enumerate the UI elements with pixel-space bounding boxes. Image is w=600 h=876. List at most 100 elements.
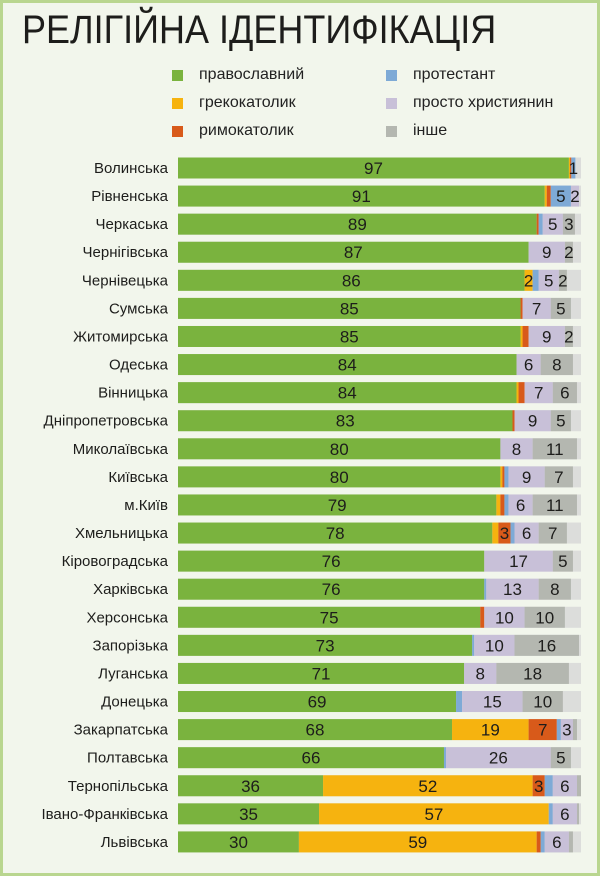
data-label: 80	[330, 468, 349, 487]
legend-item: римокатолик	[172, 122, 294, 140]
bar-segment-4	[474, 634, 515, 656]
bar-segment-0	[178, 691, 457, 713]
bar-segment-4	[464, 662, 497, 684]
data-label: 5	[558, 552, 567, 571]
bar-segment-3	[544, 775, 553, 797]
bar-segment-5	[524, 606, 565, 628]
chart-title: РЕЛІГІЙНА ІДЕНТИФІКАЦІЯ	[22, 8, 497, 52]
bar-segment-5	[544, 466, 573, 488]
bar-segment-3	[538, 213, 543, 235]
bar-segment-0	[178, 634, 473, 656]
bar-segment-4	[552, 803, 577, 825]
data-label: 89	[348, 215, 367, 234]
bar-segment-5	[496, 662, 569, 684]
bar-segment-0	[178, 325, 521, 347]
bar-segment-3	[532, 269, 539, 291]
category-label: Хмельницька	[75, 525, 169, 542]
bar-segment-4	[528, 241, 565, 263]
legend-item: просто християнин	[386, 94, 553, 112]
data-label: 1	[569, 159, 578, 178]
bar-segment-0	[178, 606, 481, 628]
category-label: Черкаська	[96, 216, 169, 233]
bar-segment-2	[532, 775, 545, 797]
category-label: Вінницька	[98, 385, 169, 402]
bar-segment-5	[540, 354, 573, 376]
bar-segment-4	[560, 719, 573, 741]
data-label: 5	[556, 749, 565, 768]
data-label: 18	[523, 664, 542, 683]
bar-segment-1	[568, 157, 571, 179]
bar-segment-5	[572, 719, 577, 741]
bar-segment-5	[514, 634, 579, 656]
category-label: Київська	[108, 469, 168, 486]
bar-segment-0	[178, 775, 324, 797]
bar-segment-1	[496, 494, 501, 516]
data-label: 17	[509, 552, 528, 571]
bar-segment-5	[522, 691, 563, 713]
bar-segment-1	[492, 522, 499, 544]
legend-swatch	[386, 125, 397, 137]
bar-segment-5	[576, 775, 581, 797]
legend-swatch	[172, 69, 183, 81]
legend-label: грекокатолик	[199, 94, 296, 111]
bar-segment-4	[522, 297, 551, 319]
category-label: Івано-Франківська	[41, 806, 168, 823]
data-label: 10	[485, 636, 504, 655]
bar-segment-5	[552, 550, 573, 572]
data-label: 91	[352, 187, 371, 206]
legend-item: православний	[172, 66, 304, 84]
data-label: 11	[546, 496, 564, 515]
bar-segment-1	[544, 185, 547, 207]
data-label: 76	[322, 580, 341, 599]
bar-segment-3	[443, 747, 446, 769]
bar-segment-4	[484, 606, 525, 628]
bar-segment-4	[486, 578, 539, 600]
data-label: 57	[424, 805, 443, 824]
data-label: 83	[336, 412, 355, 431]
data-label: 8	[552, 356, 561, 375]
legend-item: інше	[386, 122, 447, 140]
bar-segment-2	[520, 297, 523, 319]
bar-segment-1	[520, 325, 523, 347]
bar-segment-5	[538, 578, 571, 600]
data-label: 9	[522, 468, 531, 487]
data-label: 6	[560, 384, 569, 403]
data-label: 3	[500, 524, 509, 543]
bar-segment-5	[552, 382, 577, 404]
bar-segment-1	[500, 466, 503, 488]
bar-segment-0	[178, 297, 521, 319]
bar-segment-0	[178, 719, 453, 741]
data-label: 7	[538, 721, 547, 740]
bar-segment-5	[550, 297, 571, 319]
data-label: 86	[342, 271, 361, 290]
bar-segment-3	[548, 803, 553, 825]
data-label: 2	[570, 187, 579, 206]
category-label: Львівська	[101, 834, 169, 851]
bar-segment-0	[178, 466, 501, 488]
bar-segment-4	[538, 269, 559, 291]
bar-segment-4	[445, 747, 551, 769]
category-label: Полтавська	[87, 750, 169, 767]
bar-segment-0	[178, 185, 545, 207]
bar-segment-5	[568, 831, 573, 853]
bar-segment-4	[500, 438, 533, 460]
bar-segment-0	[178, 747, 444, 769]
data-label: 5	[556, 412, 565, 431]
category-label: м.Київ	[124, 497, 168, 514]
data-label: 6	[552, 833, 561, 852]
data-label: 87	[344, 243, 363, 262]
bar-segment-4	[508, 494, 533, 516]
data-label: 5	[548, 215, 557, 234]
bar-segment-3	[472, 634, 475, 656]
bar-segment-2	[536, 831, 541, 853]
legend-label: просто християнин	[413, 94, 554, 111]
data-label: 36	[241, 777, 260, 796]
bar-segment-2	[546, 185, 551, 207]
category-label: Миколаївська	[73, 441, 169, 458]
data-label: 6	[522, 524, 531, 543]
data-label: 6	[516, 496, 525, 515]
bar-segment-0	[178, 803, 320, 825]
data-label: 8	[512, 440, 521, 459]
